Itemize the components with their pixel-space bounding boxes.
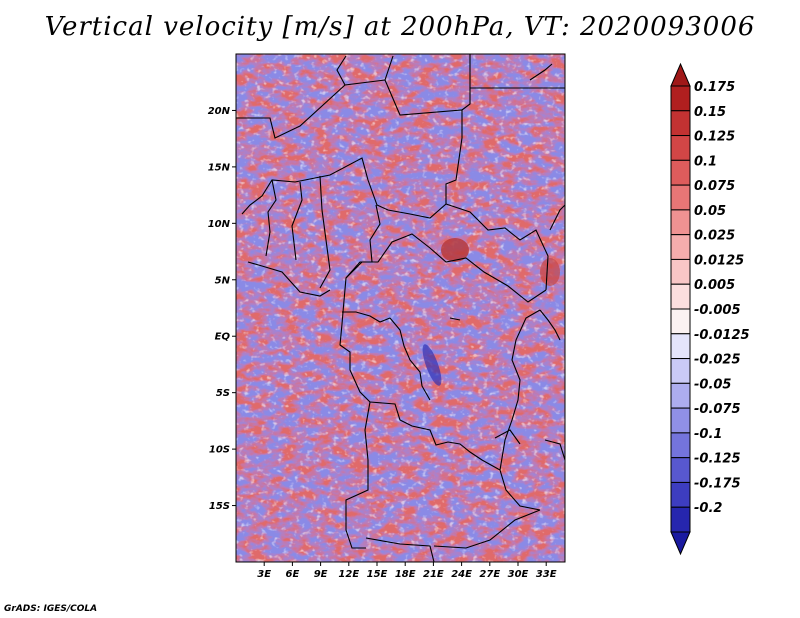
updraft-core bbox=[540, 258, 560, 286]
colorbar-label: -0.2 bbox=[694, 501, 722, 516]
colorbar-swatch bbox=[670, 481, 691, 508]
colorbar-swatch bbox=[670, 159, 691, 186]
colorbar-label: -0.0125 bbox=[694, 328, 750, 343]
latitude-axis: 20N 15N 10N 5N EQ 5S 10S 15S bbox=[208, 106, 236, 512]
colorbar-swatch bbox=[670, 85, 691, 112]
colorbar-swatch bbox=[670, 135, 691, 161]
lon-tick-label: 12E bbox=[338, 569, 359, 580]
lat-tick-label: 10S bbox=[209, 445, 230, 456]
colorbar-label: 0.1 bbox=[694, 154, 717, 169]
colorbar-swatch bbox=[670, 283, 691, 310]
map-plot-area bbox=[236, 54, 565, 562]
colorbar-label: -0.175 bbox=[694, 476, 741, 491]
colorbar-label: 0.15 bbox=[694, 105, 726, 120]
colorbar-swatch bbox=[670, 234, 691, 260]
lon-tick-label: 15E bbox=[367, 569, 388, 580]
colorbar-label: -0.1 bbox=[694, 427, 722, 442]
lon-tick-label: 18E bbox=[395, 569, 416, 580]
lat-tick-label: EQ bbox=[215, 332, 231, 343]
colorbar-swatch bbox=[670, 333, 691, 360]
colorbar-swatch bbox=[670, 110, 691, 137]
lat-tick-label: 5N bbox=[215, 275, 231, 286]
colorbar-label: -0.125 bbox=[694, 452, 741, 467]
country-borders bbox=[236, 54, 565, 562]
colorbar-label: 0.05 bbox=[694, 204, 726, 219]
lat-tick-label: 20N bbox=[208, 106, 231, 117]
colorbar-bottom-arrow bbox=[670, 531, 691, 556]
lat-tick-label: 5S bbox=[216, 388, 230, 399]
lon-tick-label: 33E bbox=[536, 569, 557, 580]
colorbar-label: 0.075 bbox=[694, 179, 735, 194]
colorbar-swatch bbox=[670, 184, 691, 211]
colorbar-label: -0.025 bbox=[694, 353, 741, 368]
lon-tick-label: 30E bbox=[508, 569, 529, 580]
colorbar: 0.175 0.15 0.125 0.1 0.075 0.05 0.025 0.0125 0.0… bbox=[670, 62, 750, 556]
colorbar-swatch bbox=[670, 382, 691, 409]
downdraft-core bbox=[422, 344, 442, 386]
updraft-core bbox=[441, 238, 469, 262]
colorbar-top-arrow bbox=[670, 62, 691, 87]
lon-tick-label: 27E bbox=[479, 569, 500, 580]
colorbar-swatch bbox=[670, 358, 691, 384]
lon-tick-label: 24E bbox=[451, 569, 472, 580]
colorbar-label: 0.005 bbox=[694, 278, 735, 293]
colorbar-label: 0.125 bbox=[694, 130, 735, 145]
lat-tick-label: 15S bbox=[209, 501, 230, 512]
colorbar-swatch bbox=[670, 432, 691, 459]
lon-tick-label: 21E bbox=[423, 569, 444, 580]
velocity-field-speckle bbox=[236, 54, 565, 562]
colorbar-swatch bbox=[670, 506, 691, 533]
lon-tick-label: 6E bbox=[286, 569, 300, 580]
colorbar-label: -0.05 bbox=[694, 377, 731, 392]
colorbar-swatch bbox=[670, 308, 691, 335]
colorbar-label: 0.175 bbox=[694, 80, 735, 95]
map-title: Vertical velocity [m/s] at 200hPa, VT: 2… bbox=[44, 12, 756, 42]
lat-tick-label: 15N bbox=[208, 162, 231, 173]
lon-tick-label: 9E bbox=[314, 569, 328, 580]
colorbar-swatch bbox=[670, 258, 691, 285]
colorbar-label: 0.025 bbox=[694, 229, 735, 244]
lat-tick-label: 10N bbox=[208, 219, 231, 230]
colorbar-label: -0.005 bbox=[694, 303, 741, 318]
colorbar-swatch bbox=[670, 407, 691, 434]
longitude-axis: 3E 6E 9E 12E 15E 18E 21E 24E 27E 30E 33E bbox=[257, 562, 557, 580]
grads-credit: GrADS: IGES/COLA bbox=[4, 604, 98, 614]
colorbar-label: -0.075 bbox=[694, 402, 741, 417]
colorbar-swatch bbox=[670, 457, 691, 483]
map-frame bbox=[235, 53, 566, 563]
colorbar-label: 0.0125 bbox=[694, 253, 744, 268]
lon-tick-label: 3E bbox=[257, 569, 271, 580]
colorbar-swatch bbox=[670, 209, 691, 236]
